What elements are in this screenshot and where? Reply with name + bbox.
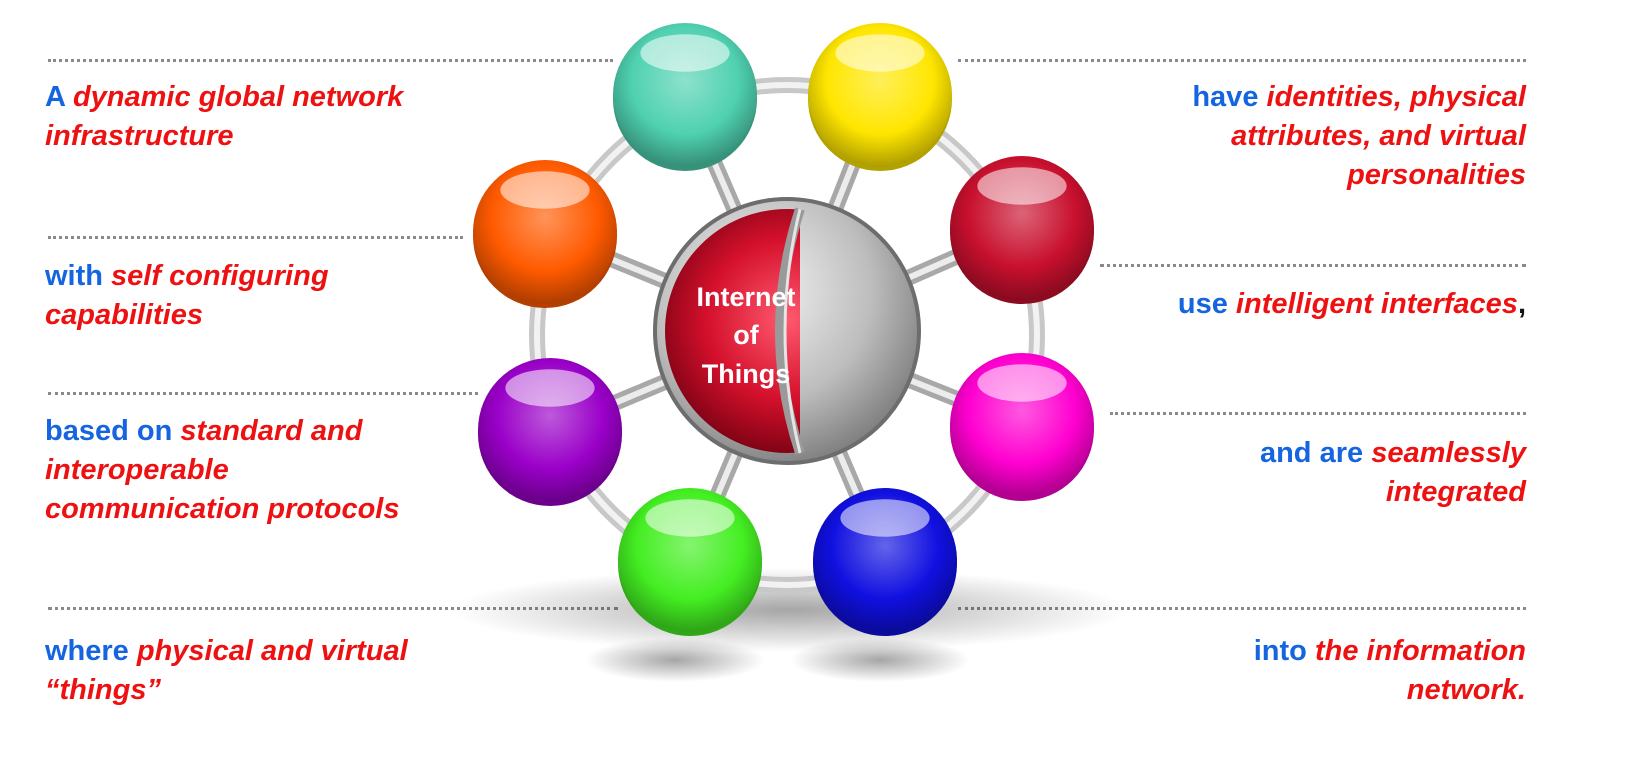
right-text-3: and are seamlessly integrated xyxy=(1260,434,1526,512)
left-text-3: based on standard and interoperable commun… xyxy=(45,412,399,529)
text-line: A dynamic global network xyxy=(45,78,403,117)
text-line: network. xyxy=(1254,671,1526,710)
emphasis-text: dynamic global network xyxy=(72,81,404,113)
text-line: capabilities xyxy=(45,296,329,335)
emphasis-text: “things” xyxy=(45,674,161,706)
connector-text: based on xyxy=(45,415,181,447)
text-line: interoperable xyxy=(45,451,399,490)
left-text-4: where physical and virtual “things” xyxy=(45,632,408,710)
outer-ring-highlight xyxy=(534,82,1040,588)
connector-text: where xyxy=(45,635,137,667)
divider-right-3 xyxy=(1110,412,1526,415)
magenta-sphere xyxy=(950,353,1094,501)
emphasis-text: intelligent interfaces xyxy=(1235,288,1518,320)
emphasis-text: identities, physical xyxy=(1266,81,1526,113)
emphasis-text: personalities xyxy=(1347,159,1526,191)
text-line: into the information xyxy=(1254,632,1526,671)
spheres xyxy=(473,23,1094,636)
emphasis-text: interoperable xyxy=(45,454,229,486)
emphasis-text: standard and xyxy=(180,415,363,447)
connector-text: with xyxy=(45,260,112,292)
text-line: personalities xyxy=(1192,156,1526,195)
divider-left-1 xyxy=(48,59,613,62)
purple-sphere xyxy=(478,358,622,506)
emphasis-text: infrastructure xyxy=(45,120,234,152)
divider-left-4 xyxy=(48,607,618,610)
text-line: “things” xyxy=(45,671,408,710)
text-line: where physical and virtual xyxy=(45,632,408,671)
yellow-sphere xyxy=(808,23,952,171)
emphasis-text: integrated xyxy=(1385,476,1526,508)
connector-text: have xyxy=(1192,81,1267,113)
text-line: and are seamlessly xyxy=(1260,434,1526,473)
hub-label-line-2: of xyxy=(733,320,759,350)
hub-label-line-3: Things xyxy=(702,359,791,389)
right-text-1: have identities, physical attributes, and… xyxy=(1192,78,1526,195)
emphasis-text: communication protocols xyxy=(45,493,400,525)
connector-text: and are xyxy=(1259,437,1372,469)
text-line: communication protocols xyxy=(45,490,399,529)
text-line: attributes, and virtual xyxy=(1192,117,1526,156)
text-line: use intelligent interfaces, xyxy=(1178,285,1526,324)
emphasis-text: physical and virtual xyxy=(136,635,408,667)
emphasis-text: seamlessly xyxy=(1371,437,1526,469)
emphasis-text: self configuring xyxy=(111,260,329,292)
text-line: infrastructure xyxy=(45,117,403,156)
emphasis-text: attributes, and virtual xyxy=(1231,120,1526,152)
left-text-1: A dynamic global network infrastructure xyxy=(45,78,403,156)
divider-right-1 xyxy=(958,59,1526,62)
connector-text: into xyxy=(1253,635,1315,667)
text-line: have identities, physical xyxy=(1192,78,1526,117)
punctuation-text: , xyxy=(1517,288,1526,320)
text-line: integrated xyxy=(1260,473,1526,512)
divider-left-2 xyxy=(48,236,463,239)
hub-sphere: Internet of Things xyxy=(653,197,921,465)
floor-shadow xyxy=(450,568,1130,652)
text-line: with self configuring xyxy=(45,257,329,296)
emphasis-text: the information xyxy=(1314,635,1526,667)
emphasis-text: network. xyxy=(1406,674,1526,706)
left-text-2: with self configuring capabilities xyxy=(45,257,329,335)
green-sphere xyxy=(618,488,762,636)
connector-text: use xyxy=(1177,288,1236,320)
divider-left-3 xyxy=(48,392,478,395)
emphasis-text: capabilities xyxy=(45,299,203,331)
right-text-2: use intelligent interfaces, xyxy=(1178,285,1526,324)
floor-shadow xyxy=(585,638,765,682)
divider-right-2 xyxy=(1100,264,1526,267)
teal-sphere xyxy=(613,23,757,171)
hub-label-line-1: Internet xyxy=(696,282,795,312)
divider-right-4 xyxy=(958,607,1526,610)
right-text-4: into the information network. xyxy=(1254,632,1526,710)
orange-sphere xyxy=(473,160,617,308)
text-line: based on standard and xyxy=(45,412,399,451)
red-sphere xyxy=(950,156,1094,304)
connector-text: A xyxy=(45,81,73,113)
floor-shadow xyxy=(790,638,970,682)
blue-sphere xyxy=(813,488,957,636)
